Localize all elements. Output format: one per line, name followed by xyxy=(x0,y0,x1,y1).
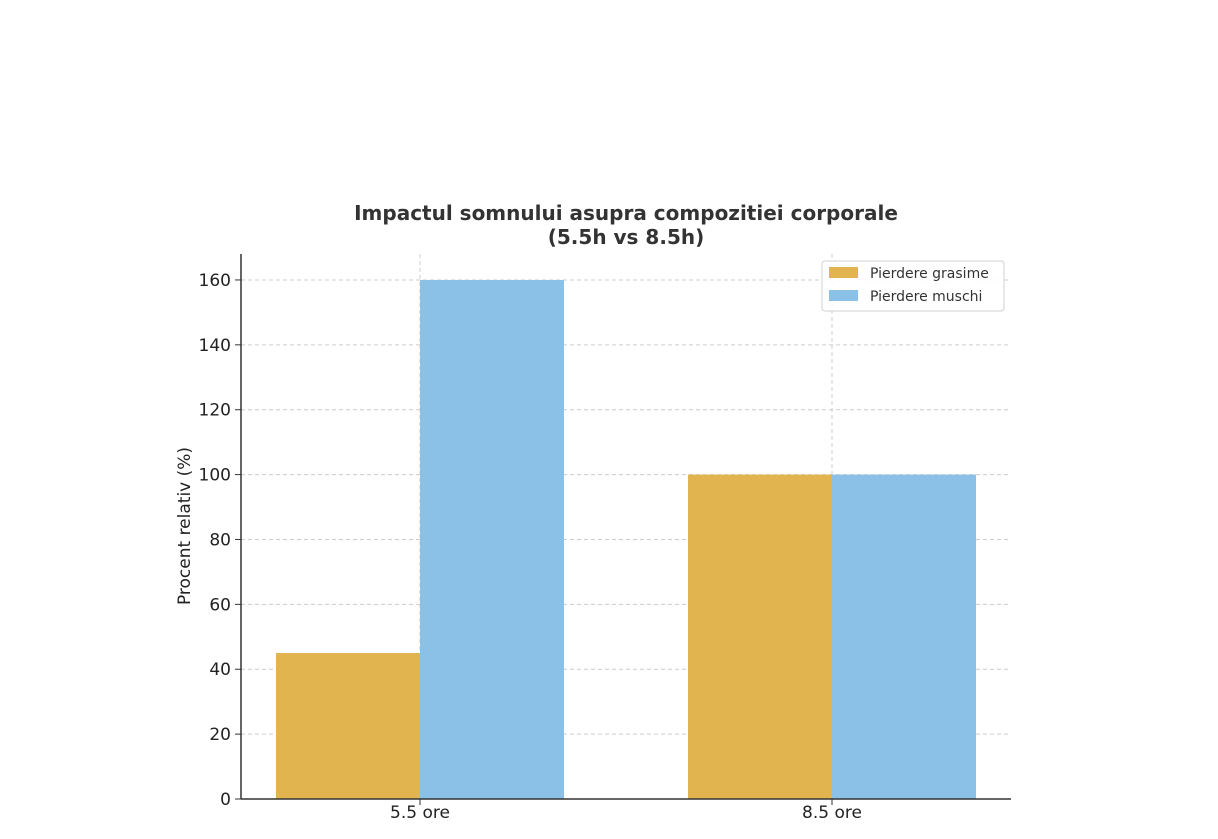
bar-fat-0 xyxy=(276,653,420,799)
legend-label-fat: Pierdere grasime xyxy=(870,266,989,282)
chart-subtitle: (5.5h vs 8.5h) xyxy=(548,225,704,249)
y-tick-label: 120 xyxy=(199,401,231,421)
y-tick-label: 80 xyxy=(209,530,231,550)
y-tick-label: 40 xyxy=(209,660,231,680)
y-tick-label: 20 xyxy=(209,725,231,745)
bar-muscle-0 xyxy=(420,279,564,799)
axes xyxy=(235,254,1011,805)
y-tick-label: 100 xyxy=(199,466,231,486)
y-tick-label: 140 xyxy=(199,336,231,356)
legend-label-muscle: Pierdere muschi xyxy=(870,289,982,305)
legend-swatch-fat xyxy=(829,267,858,278)
tick-labels: 0 20 40 60 80 100 120 140 160 5.5 ore 8.5 ore xyxy=(199,271,862,823)
legend-swatch-muscle xyxy=(829,290,858,301)
y-tick-label: 60 xyxy=(209,595,231,615)
chart-title: Impactul somnului asupra compozitiei cor… xyxy=(354,201,898,225)
x-tick-label: 8.5 ore xyxy=(802,803,862,823)
y-axis-label: Procent relativ (%) xyxy=(175,447,195,605)
x-tick-label: 5.5 ore xyxy=(390,803,450,823)
bar-muscle-1 xyxy=(832,474,976,799)
legend-box xyxy=(821,260,1005,312)
legend: Pierdere grasime Pierdere muschi xyxy=(821,260,1005,312)
bars xyxy=(276,279,976,799)
bar-fat-1 xyxy=(688,474,832,799)
y-tick-label: 0 xyxy=(220,790,231,810)
y-tick-label: 160 xyxy=(199,271,231,291)
